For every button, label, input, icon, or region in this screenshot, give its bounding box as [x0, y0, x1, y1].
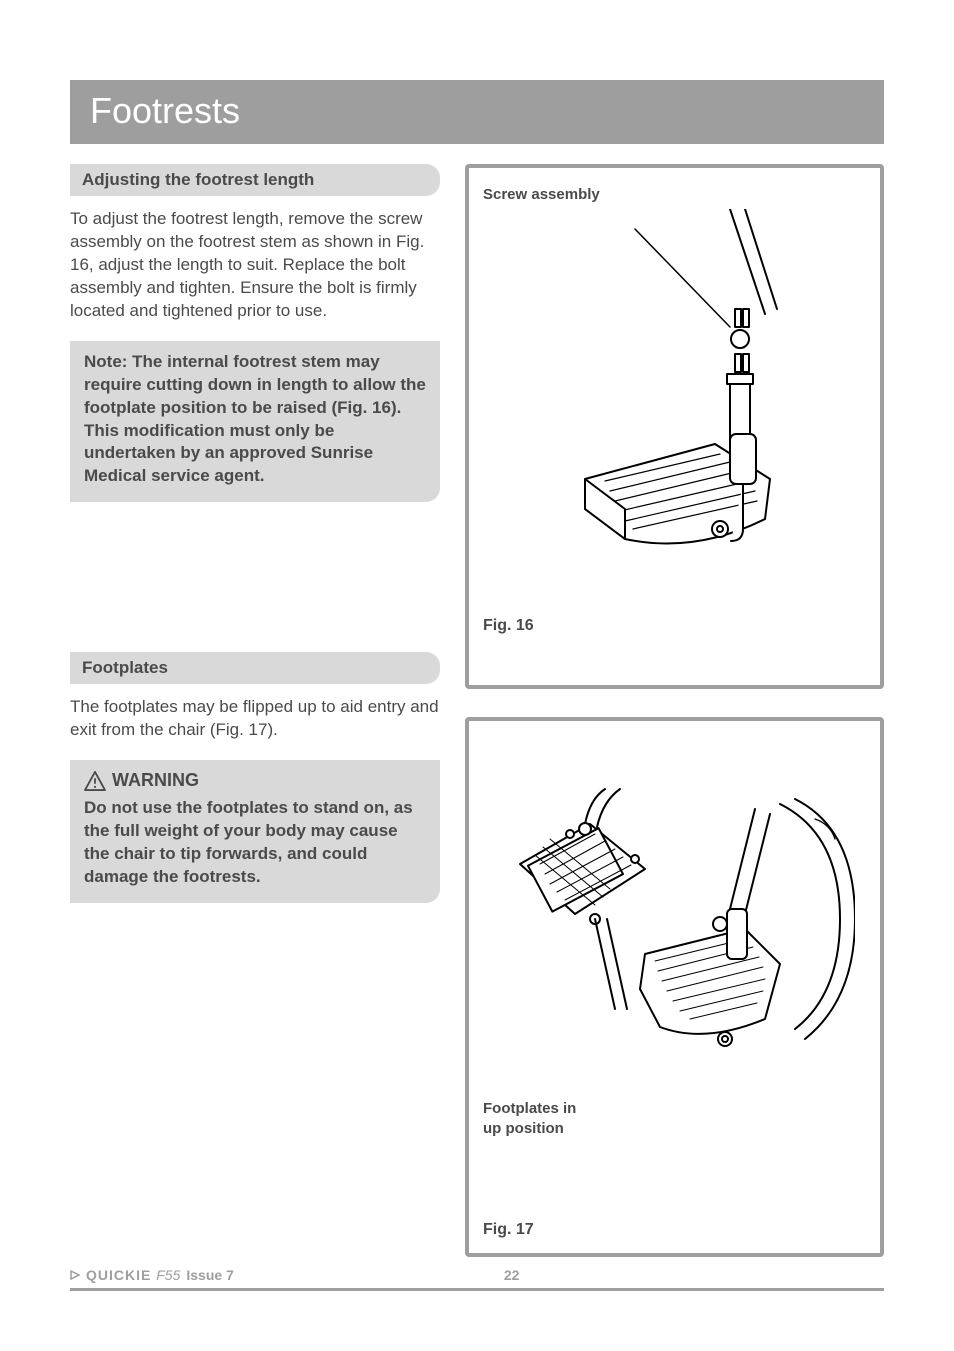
page: Footrests Adjusting the footrest length … [0, 0, 954, 1351]
warning-triangle-icon [84, 771, 106, 791]
issue-label: Issue 7 [186, 1267, 233, 1283]
page-footer: QUICKIE F55 Issue 7 22 [70, 1267, 884, 1291]
fig16-illustration [483, 209, 866, 569]
section1-body: To adjust the footrest length, remove th… [70, 208, 440, 323]
fig16-caption: Fig. 16 [483, 617, 534, 635]
section2-heading: Footplates [70, 652, 440, 684]
fig17-illustration [483, 769, 866, 1089]
page-title-bar: Footrests [70, 80, 884, 144]
fig17-callout-line2: up position [483, 1120, 564, 1137]
warning-body: Do not use the footplates to stand on, a… [84, 797, 426, 889]
brand-model: F55 [156, 1267, 180, 1283]
section1-note: Note: The internal footrest stem may req… [70, 341, 440, 503]
page-title: Footrests [90, 90, 240, 131]
figure-16-box: Screw assembly [465, 164, 884, 689]
brand-quickie: QUICKIE [86, 1267, 151, 1283]
page-number: 22 [504, 1267, 520, 1283]
warning-header: WARNING [84, 770, 426, 791]
figure-17-box: Footplates in up position Fig. 17 [465, 717, 884, 1257]
content-columns: Adjusting the footrest length To adjust … [70, 164, 884, 1285]
brand-play-icon [70, 1269, 82, 1281]
fig17-callout-line1: Footplates in [483, 1100, 576, 1117]
brand-name: QUICKIE F55 [86, 1267, 180, 1283]
fig17-callout: Footplates in up position [483, 1099, 866, 1138]
warning-box: WARNING Do not use the footplates to sta… [70, 760, 440, 903]
fig16-callout: Screw assembly [483, 186, 866, 203]
section2-body: The footplates may be flipped up to aid … [70, 696, 440, 742]
section1-heading: Adjusting the footrest length [70, 164, 440, 196]
left-column: Adjusting the footrest length To adjust … [70, 164, 440, 1285]
right-column: Screw assembly [465, 164, 884, 1285]
warning-label: WARNING [112, 770, 199, 791]
fig17-caption: Fig. 17 [483, 1221, 534, 1239]
spacer [70, 502, 440, 652]
